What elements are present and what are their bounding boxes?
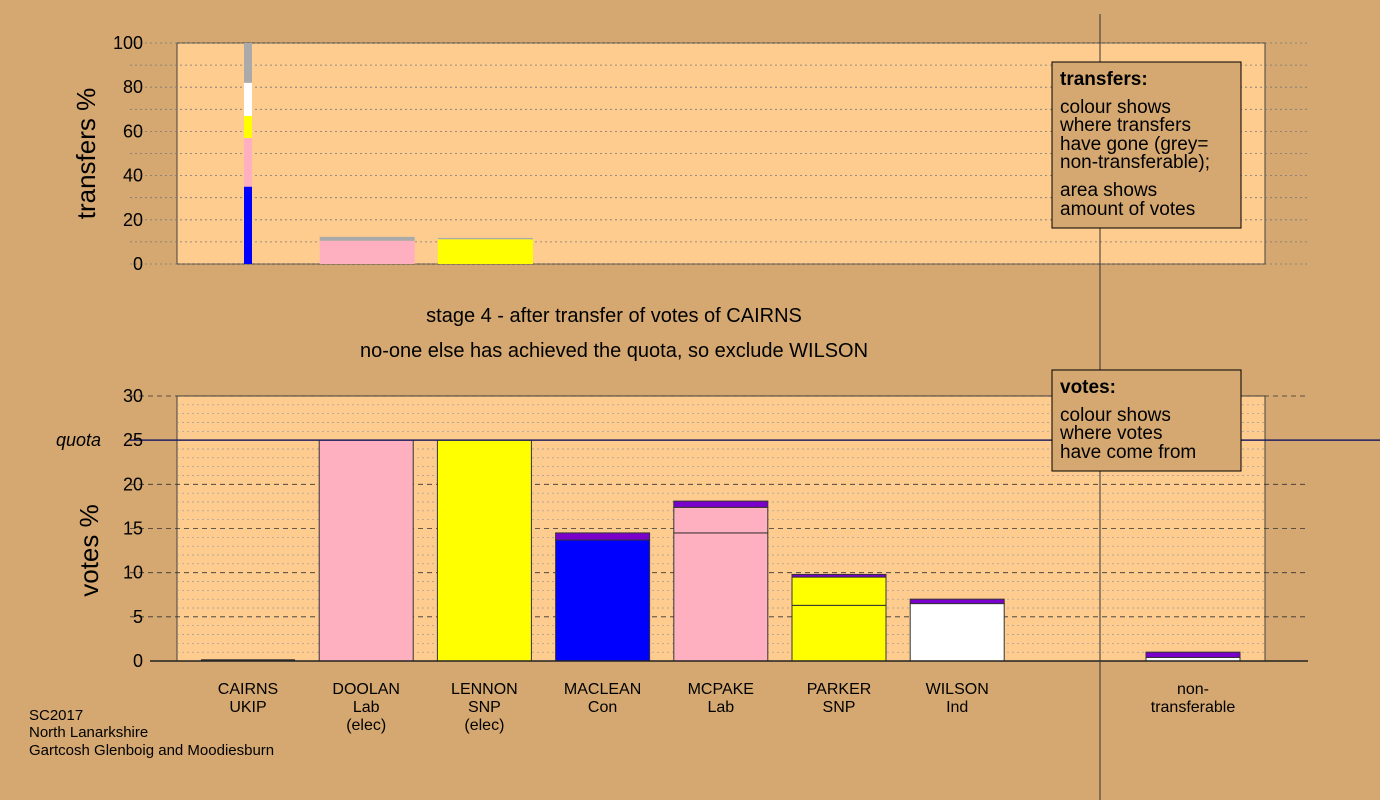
- vote-bar-segment: [791, 576, 887, 606]
- legend-transfers-line-5: area shows: [1060, 180, 1157, 201]
- legend-transfers-line-2: where transfers: [1059, 115, 1191, 136]
- votes-y-tick-label: 20: [123, 474, 143, 494]
- candidate-party-label: SNP: [468, 699, 501, 716]
- candidate-name-label: MCPAKE: [688, 681, 754, 698]
- candidate-name-label: CAIRNS: [218, 681, 278, 698]
- transfers-y-tick-label: 20: [123, 210, 143, 230]
- nontransferable-label-2: transferable: [1151, 699, 1236, 716]
- transfer-received-segment: [319, 240, 415, 264]
- vote-bar-segment: [555, 532, 651, 541]
- footer-line-1: SC2017: [29, 707, 83, 724]
- vote-bar-segment: [436, 439, 532, 662]
- legend-votes-line-1: colour shows: [1060, 405, 1171, 426]
- legend-transfers-line-6: amount of votes: [1060, 199, 1195, 220]
- candidate-party-label: Lab: [707, 699, 734, 716]
- legend-votes-line-2: where votes: [1059, 423, 1162, 444]
- transfers-y-tick-label: 60: [123, 121, 143, 141]
- legend-votes: votes: colour shows where votes have com…: [1051, 369, 1242, 472]
- nontransferable-bar-segment: [1145, 651, 1241, 658]
- candidate-note-label: (elec): [464, 717, 504, 734]
- candidate-note-label: (elec): [346, 717, 386, 734]
- legend-transfers-line-3: have gone (grey=: [1060, 134, 1208, 155]
- transfer-source-segment: [244, 186, 252, 264]
- transfer-source-segment: [244, 82, 252, 116]
- candidate-name-label: PARKER: [807, 681, 872, 698]
- transfers-y-tick-label: 80: [123, 77, 143, 97]
- transfers-y-tick-label: 100: [113, 33, 143, 53]
- vote-bar-segment: [555, 539, 651, 662]
- vote-bar-segment: [673, 500, 769, 508]
- transfers-y-axis-label: transfers %: [71, 88, 101, 220]
- candidate-party-label: Ind: [946, 699, 968, 716]
- transfer-received-segment: [319, 236, 415, 241]
- transfer-source-segment: [244, 43, 252, 83]
- vote-bar-segment: [791, 604, 887, 662]
- votes-y-tick-label: 5: [133, 607, 143, 627]
- candidate-party-label: SNP: [823, 699, 856, 716]
- vote-bar-segment: [791, 573, 887, 578]
- candidate-name-label: MACLEAN: [564, 681, 641, 698]
- quota-label: quota: [56, 430, 101, 450]
- vote-bar-segment: [909, 603, 1005, 662]
- footer-line-2: North Lanarkshire: [29, 724, 148, 741]
- nontransferable-label-1: non-: [1177, 681, 1209, 698]
- votes-y-tick-label: 25: [123, 430, 143, 450]
- legend-transfers-line-1: colour shows: [1060, 97, 1171, 118]
- vote-bar-segment: [673, 532, 769, 662]
- votes-y-axis-label: votes %: [74, 504, 104, 597]
- candidate-name-label: LENNON: [451, 681, 518, 698]
- transfer-source-segment: [244, 115, 252, 139]
- stage-title: stage 4 - after transfer of votes of CAI…: [426, 305, 802, 327]
- transfer-source-segment: [244, 138, 252, 187]
- stage-subtitle: no-one else has achieved the quota, so e…: [360, 340, 868, 362]
- votes-y-tick-label: 10: [123, 563, 143, 583]
- transfers-y-tick-label: 0: [133, 254, 143, 274]
- legend-transfers: transfers: colour shows where transfers …: [1051, 61, 1242, 229]
- legend-transfers-line-4: non-transferable);: [1060, 152, 1210, 173]
- transfer-received-segment: [437, 239, 533, 264]
- legend-transfers-title: transfers:: [1060, 69, 1148, 90]
- transfers-y-tick-label: 40: [123, 166, 143, 186]
- votes-y-tick-label: 30: [123, 386, 143, 406]
- candidate-party-label: Lab: [353, 699, 380, 716]
- vote-bar-segment: [673, 506, 769, 534]
- candidate-party-label: UKIP: [229, 699, 266, 716]
- candidate-name-label: DOOLAN: [332, 681, 400, 698]
- legend-votes-title: votes:: [1060, 377, 1116, 398]
- candidate-name-label: WILSON: [926, 681, 989, 698]
- candidate-party-label: Con: [588, 699, 617, 716]
- transfer-received-segment: [437, 237, 533, 240]
- vote-bar-segment: [318, 439, 414, 662]
- vote-bar-segment: [909, 598, 1005, 605]
- votes-y-tick-label: 15: [123, 519, 143, 539]
- footer-line-3: Gartcosh Glenboig and Moodiesburn: [29, 742, 274, 759]
- legend-votes-line-3: have come from: [1060, 442, 1196, 463]
- votes-y-tick-label: 0: [133, 651, 143, 671]
